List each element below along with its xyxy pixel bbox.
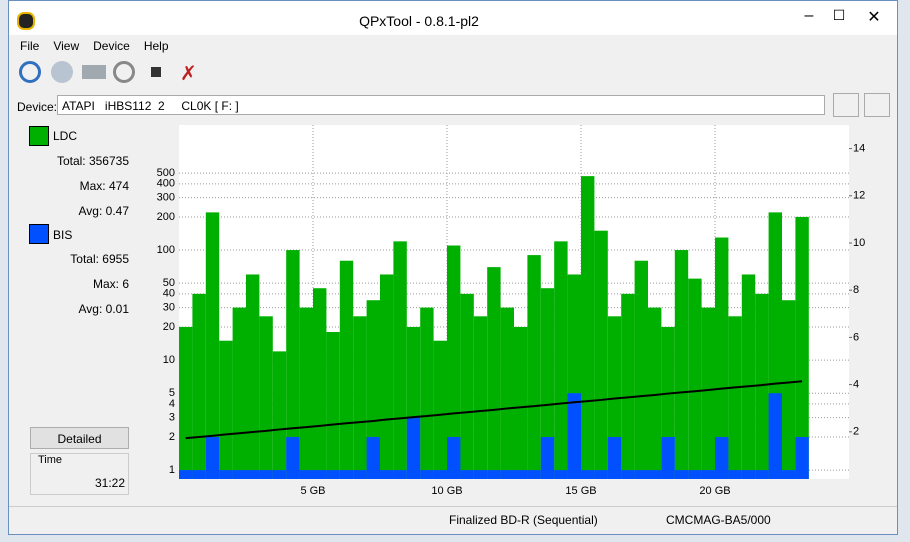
time-label: Time: [38, 454, 63, 466]
status-text: Finalized BD-R (Sequential): [449, 513, 598, 527]
menu-bar: File View Device Help: [20, 39, 183, 53]
window-title: QPxTool - 0.8.1-pl2: [359, 13, 479, 29]
status-bar: Finalized BD-R (Sequential) CMCMAG-BA5/0…: [9, 506, 897, 535]
eject-button[interactable]: [833, 93, 859, 117]
bis-max: Max: 6: [92, 277, 129, 291]
menu-item[interactable]: File: [20, 39, 40, 53]
device-label: Device:: [17, 100, 58, 114]
minimize-button[interactable]: –: [804, 7, 814, 24]
legend-label: BIS: [53, 228, 73, 242]
ldc-swatch: [29, 126, 49, 146]
stop-tool[interactable]: [151, 67, 161, 77]
settings-tool[interactable]: ✗: [180, 63, 197, 85]
bis-avg: Avg: 0.01: [78, 302, 129, 316]
disc-tool[interactable]: [51, 61, 73, 83]
menu-item[interactable]: Help: [143, 39, 169, 53]
time-box: [30, 453, 129, 495]
window: QPxTool - 0.8.1-pl2 – ☐ ✕ File View Device…: [8, 0, 898, 535]
bis-total: Total: 6955: [70, 252, 129, 266]
ldc-max: Max: 474: [79, 179, 129, 193]
title-bar: QPxTool - 0.8.1-pl2 – ☐ ✕: [9, 1, 897, 35]
ldc-avg: Avg: 0.47: [78, 204, 129, 218]
detailed-button[interactable]: Detailed: [30, 427, 129, 449]
close-button[interactable]: ✕: [867, 9, 881, 26]
legend-label: LDC: [53, 129, 78, 143]
maximize-button[interactable]: ☐: [832, 7, 846, 23]
menu-item[interactable]: Device: [93, 39, 130, 53]
time-value: 31:22: [94, 476, 125, 490]
refresh-tool[interactable]: [19, 61, 41, 83]
scan-tool[interactable]: [113, 61, 135, 83]
status-text: CMCMAG-BA5/000: [666, 513, 771, 527]
lock-button[interactable]: [864, 93, 890, 117]
device-select[interactable]: ATAPI iHBS112 2 CL0K [ F: ]: [57, 95, 825, 115]
app-icon: [17, 12, 35, 30]
drive-tool[interactable]: [82, 65, 106, 79]
ldc-total: Total: 356735: [56, 154, 129, 168]
menu-item[interactable]: View: [53, 39, 80, 53]
bis-swatch: [29, 224, 49, 244]
